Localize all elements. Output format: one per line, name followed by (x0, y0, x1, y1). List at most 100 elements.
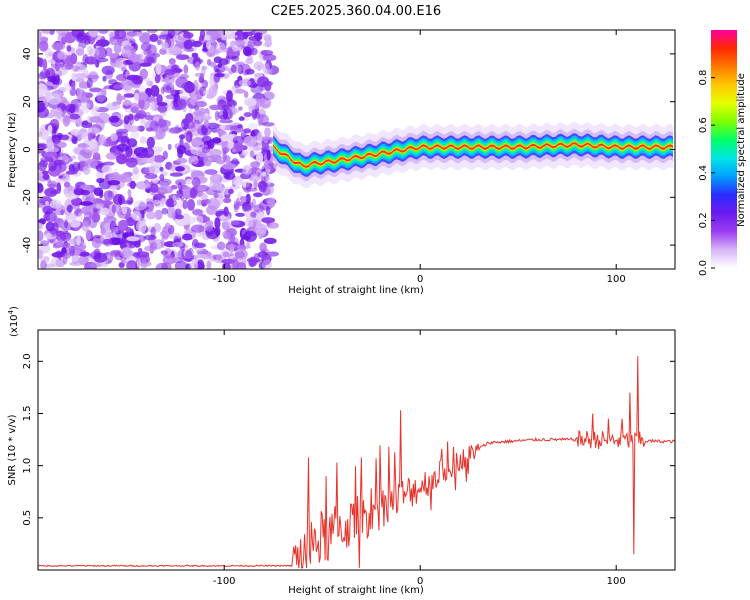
noise-blob (75, 77, 85, 83)
noise-blob (74, 103, 80, 113)
noise-blob (257, 144, 263, 149)
noise-blob (262, 54, 277, 62)
noise-blob (244, 90, 249, 99)
noise-blob (173, 197, 184, 210)
spectrogram-panel: -100 0 100 -40 -20 0 20 40 Height of straight … (7, 29, 676, 296)
noise-blob (93, 53, 98, 66)
noise-blob (38, 183, 44, 194)
noise-blob (88, 220, 98, 229)
noise-blob (164, 74, 175, 85)
y-tick-label: 1.0 (22, 458, 33, 474)
noise-blob (149, 242, 158, 250)
noise-blob (38, 230, 44, 242)
noise-blob (223, 206, 229, 217)
noise-blob (62, 115, 70, 127)
snr-multiplier-close: ) (9, 306, 20, 310)
noise-blob (214, 73, 225, 78)
noise-blob (72, 161, 81, 172)
noise-blob (116, 143, 129, 152)
noise-blob (179, 134, 186, 140)
noise-blob (250, 211, 257, 218)
noise-blob (137, 125, 145, 132)
noise-blob (128, 114, 135, 126)
noise-blob (183, 32, 194, 39)
noise-blob (82, 165, 91, 175)
noise-blob (42, 170, 49, 175)
noise-blob (38, 83, 48, 96)
snr-series-line (38, 356, 675, 569)
noise-blob (138, 98, 145, 110)
noise-blob (98, 220, 113, 227)
noise-blob (100, 226, 106, 235)
noise-blob (262, 91, 275, 101)
noise-blob (115, 175, 127, 181)
noise-blob (207, 198, 221, 210)
noise-blob (101, 65, 115, 76)
noise-blob (123, 115, 130, 125)
noise-blob (123, 93, 136, 98)
noise-blob (102, 75, 107, 82)
noise-blob (184, 120, 196, 129)
noise-blob (201, 135, 212, 144)
noise-blob (75, 48, 85, 56)
noise-blob (63, 82, 68, 93)
noise-blob (158, 178, 172, 186)
noise-blob (237, 124, 243, 129)
noise-blob (114, 251, 124, 261)
noise-blob (71, 81, 76, 90)
noise-blob (242, 182, 247, 188)
noise-blob (151, 71, 157, 78)
noise-blob (237, 64, 244, 75)
noise-blob (118, 195, 123, 205)
snr-y-label: SNR (10 * v/v) (7, 414, 18, 485)
noise-blob (230, 220, 240, 226)
noise-blob (262, 122, 275, 127)
noise-blob (118, 262, 125, 268)
noise-blob (80, 190, 90, 196)
noise-blob (93, 252, 108, 263)
noise-blob (76, 87, 83, 99)
noise-blob (127, 189, 132, 197)
ridge-band (273, 141, 673, 169)
noise-blob (169, 83, 175, 88)
noise-blob (108, 79, 118, 85)
noise-blob (85, 229, 92, 241)
frequency-ridge (273, 121, 673, 189)
noise-blob (207, 155, 222, 162)
y-tick-label: -40 (22, 237, 33, 253)
noise-blob (177, 96, 190, 107)
noise-blob (42, 174, 50, 180)
noise-blob (75, 117, 83, 127)
noise-blob (160, 236, 165, 249)
noise-blob (162, 150, 168, 160)
noise-blob (38, 31, 42, 38)
noise-blob (210, 245, 221, 250)
noise-blob (199, 86, 207, 97)
noise-blob (168, 58, 176, 65)
noise-blob (267, 176, 272, 185)
noise-blob (253, 61, 264, 71)
noise-blob (55, 230, 67, 243)
noise-blob (192, 109, 206, 121)
x-tick-label: -100 (213, 576, 236, 587)
noise-blob (243, 230, 257, 242)
noise-blob (106, 102, 121, 111)
noise-blob (159, 180, 170, 188)
noise-blob (79, 201, 94, 206)
noise-blob (156, 94, 163, 104)
noise-blob (201, 146, 211, 153)
noise-blob (46, 138, 54, 151)
noise-blob (176, 190, 184, 195)
noise-blob (150, 101, 156, 112)
noise-blob (64, 33, 72, 43)
noise-blob (164, 77, 170, 85)
noise-blob (204, 169, 218, 175)
ridge-band (273, 139, 673, 171)
noise-blob (256, 171, 261, 177)
noise-blob (206, 40, 212, 50)
noise-blob (249, 77, 254, 88)
noise-blob (48, 160, 57, 172)
noise-blob (242, 165, 252, 176)
noise-blob (264, 100, 272, 105)
noise-blob (185, 113, 194, 123)
